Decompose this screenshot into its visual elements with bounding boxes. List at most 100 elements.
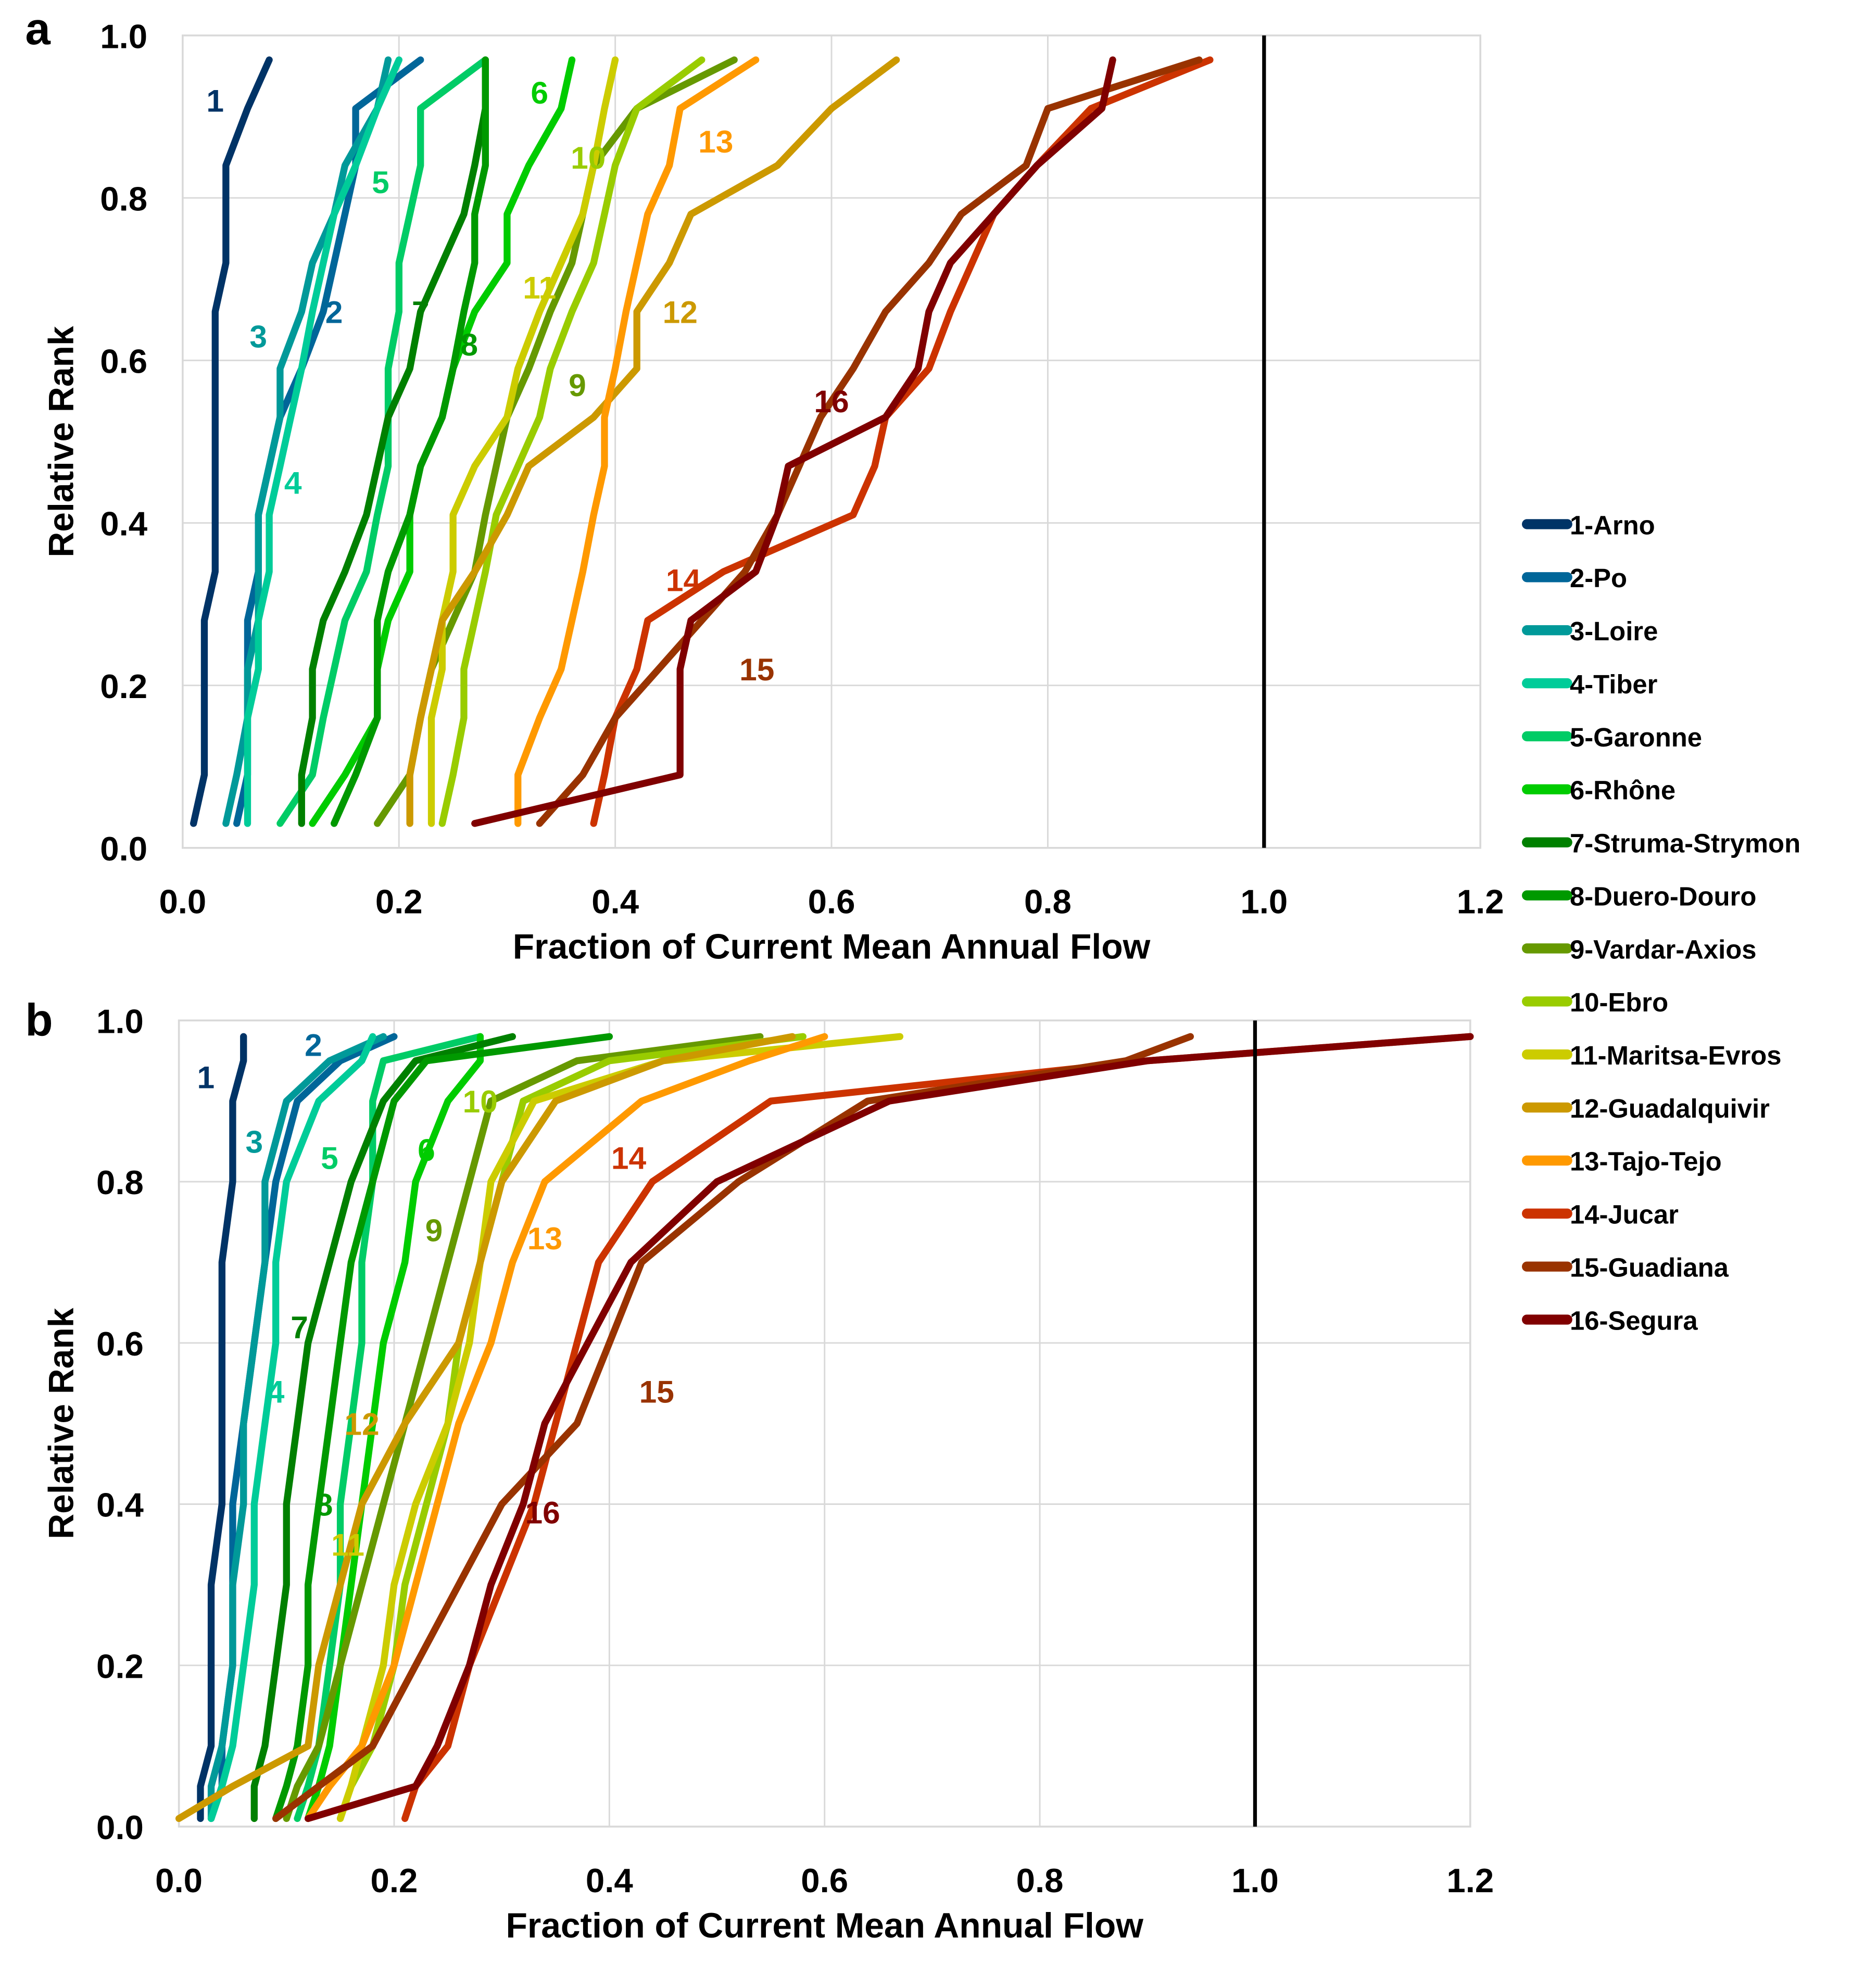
series-label: 16 [814,384,849,419]
legend-entry: 2-Po [1570,563,1627,593]
y-tick-label: 0.2 [96,1647,144,1685]
series-label: 1 [197,1059,215,1095]
series-label: 11 [331,1527,364,1563]
panel-b: 0.0 0.2 0.4 0.6 0.8 1.0 1.2 0.0 0.2 0.4 0.6 0.8 1.0 F… [25,995,1494,1945]
series-label: 4 [284,465,302,500]
x-tick-label: 0.4 [586,1862,633,1900]
series-line-16 [471,56,1116,827]
legend-entry: 14-Jucar [1570,1200,1679,1230]
legend-entry: 12-Guadalquivir [1570,1094,1770,1123]
y-tick-label: 0.0 [100,830,147,868]
series-label: 13 [698,124,733,159]
legend-entry: 5-Garonne [1570,723,1702,752]
series-line-15 [272,1033,1194,1822]
series-label: 12 [344,1406,379,1441]
series-line-4 [244,56,402,827]
series-line-5 [276,56,489,827]
y-tick-label: 0.4 [100,505,147,543]
x-tick-label: 0.0 [159,883,206,921]
legend-entry: 13-Tajo-Tejo [1570,1147,1722,1176]
series-label: 15 [639,1374,674,1409]
y-tick-label: 0.2 [100,667,147,705]
series-line-16 [304,1033,1474,1822]
series-label: 12 [663,295,698,330]
x-tick-label: 1.0 [1240,883,1288,921]
legend-entry: 7-Struma-Strymon [1570,829,1800,858]
series-line-15 [536,56,1203,827]
series-line-1 [197,1033,247,1822]
series-line-8 [272,1033,613,1822]
legend-entry: 15-Guadiana [1570,1252,1729,1282]
legend-entry: 10-Ebro [1570,987,1668,1017]
series-line-4 [207,1033,376,1822]
legend-entry: 6-Rhône [1570,776,1675,805]
legend-entry: 16-Segura [1570,1306,1698,1335]
series-line-14 [590,56,1214,827]
series-label: 2 [305,1028,322,1063]
x-tick-label: 0.8 [1024,883,1072,921]
y-axis-title: Relative Rank [42,326,81,558]
panel-letter: b [25,995,53,1045]
x-tick-label: 0.2 [371,1862,418,1900]
series-label: 15 [739,652,774,687]
legend-entry: 3-Loire [1570,616,1658,646]
series-line-3 [207,1033,387,1822]
y-tick-label: 0.6 [100,343,147,381]
series-label: 13 [527,1221,562,1256]
panel-letter: a [25,4,51,54]
series-label: 4 [267,1374,285,1409]
series-label: 7 [412,295,430,330]
series-label: 14 [611,1140,647,1175]
y-tick-label: 0.0 [96,1808,144,1846]
x-axis-title: Fraction of Current Mean Annual Flow [506,1906,1143,1945]
series-line-6 [304,1033,484,1822]
legend-entry: 11-Maritsa-Evros [1570,1041,1782,1070]
y-tick-label: 0.8 [100,180,147,218]
series-label: 5 [321,1140,338,1175]
series-label: 8 [316,1487,333,1522]
series-label: 10 [463,1084,498,1119]
series-label: 6 [531,75,548,110]
series-label: 5 [372,164,389,200]
series-label: 2 [325,295,343,330]
series-line-7 [298,56,489,827]
legend-entry: 4-Tiber [1570,669,1657,699]
series-label: 16 [525,1495,560,1530]
series-label: 9 [425,1213,443,1248]
y-tick-label: 0.8 [96,1163,144,1201]
legend: 1-Arno 2-Po 3-Loire 4-Tiber 5-Garonne 6-Rhône… [1522,510,1800,1335]
series-label: 11 [523,270,556,306]
x-tick-label: 0.0 [155,1862,203,1900]
series-line-14 [401,1033,1474,1822]
y-tick-label: 0.6 [96,1325,144,1363]
panel-a: 0.0 0.2 0.4 0.6 0.8 1.0 1.2 0.0 0.2 0.4 0.6 0.8 1.0 F… [25,4,1504,967]
x-tick-label: 0.4 [591,883,639,921]
legend-entry: 1-Arno [1570,510,1655,540]
series-label: 6 [418,1132,435,1168]
series-line-12 [175,1033,796,1822]
x-axis-title: Fraction of Current Mean Annual Flow [513,928,1151,967]
series-label: 3 [245,1124,263,1159]
legend-entry: 8-Duero-Douro [1570,881,1756,911]
x-tick-label: 1.2 [1457,883,1504,921]
series-label: 1 [206,83,224,119]
x-tick-label: 0.6 [801,1862,848,1900]
series-line-13 [304,1033,828,1822]
series-line-11 [427,56,619,827]
y-axis-title: Relative Rank [42,1308,81,1539]
x-tick-label: 0.8 [1016,1862,1064,1900]
x-tick-label: 0.6 [808,883,855,921]
series-line-3 [222,56,392,827]
series-label: 3 [249,319,267,354]
y-tick-label: 1.0 [100,17,147,55]
series-line-13 [514,56,760,827]
series-label: 8 [460,327,478,362]
series-line-8 [331,56,489,827]
x-tick-label: 1.2 [1446,1862,1494,1900]
series-label: 7 [291,1310,308,1345]
series-label: 10 [571,140,606,175]
series-label: 9 [569,368,586,403]
series-line-1 [190,56,273,827]
series-line-7 [250,1033,516,1822]
